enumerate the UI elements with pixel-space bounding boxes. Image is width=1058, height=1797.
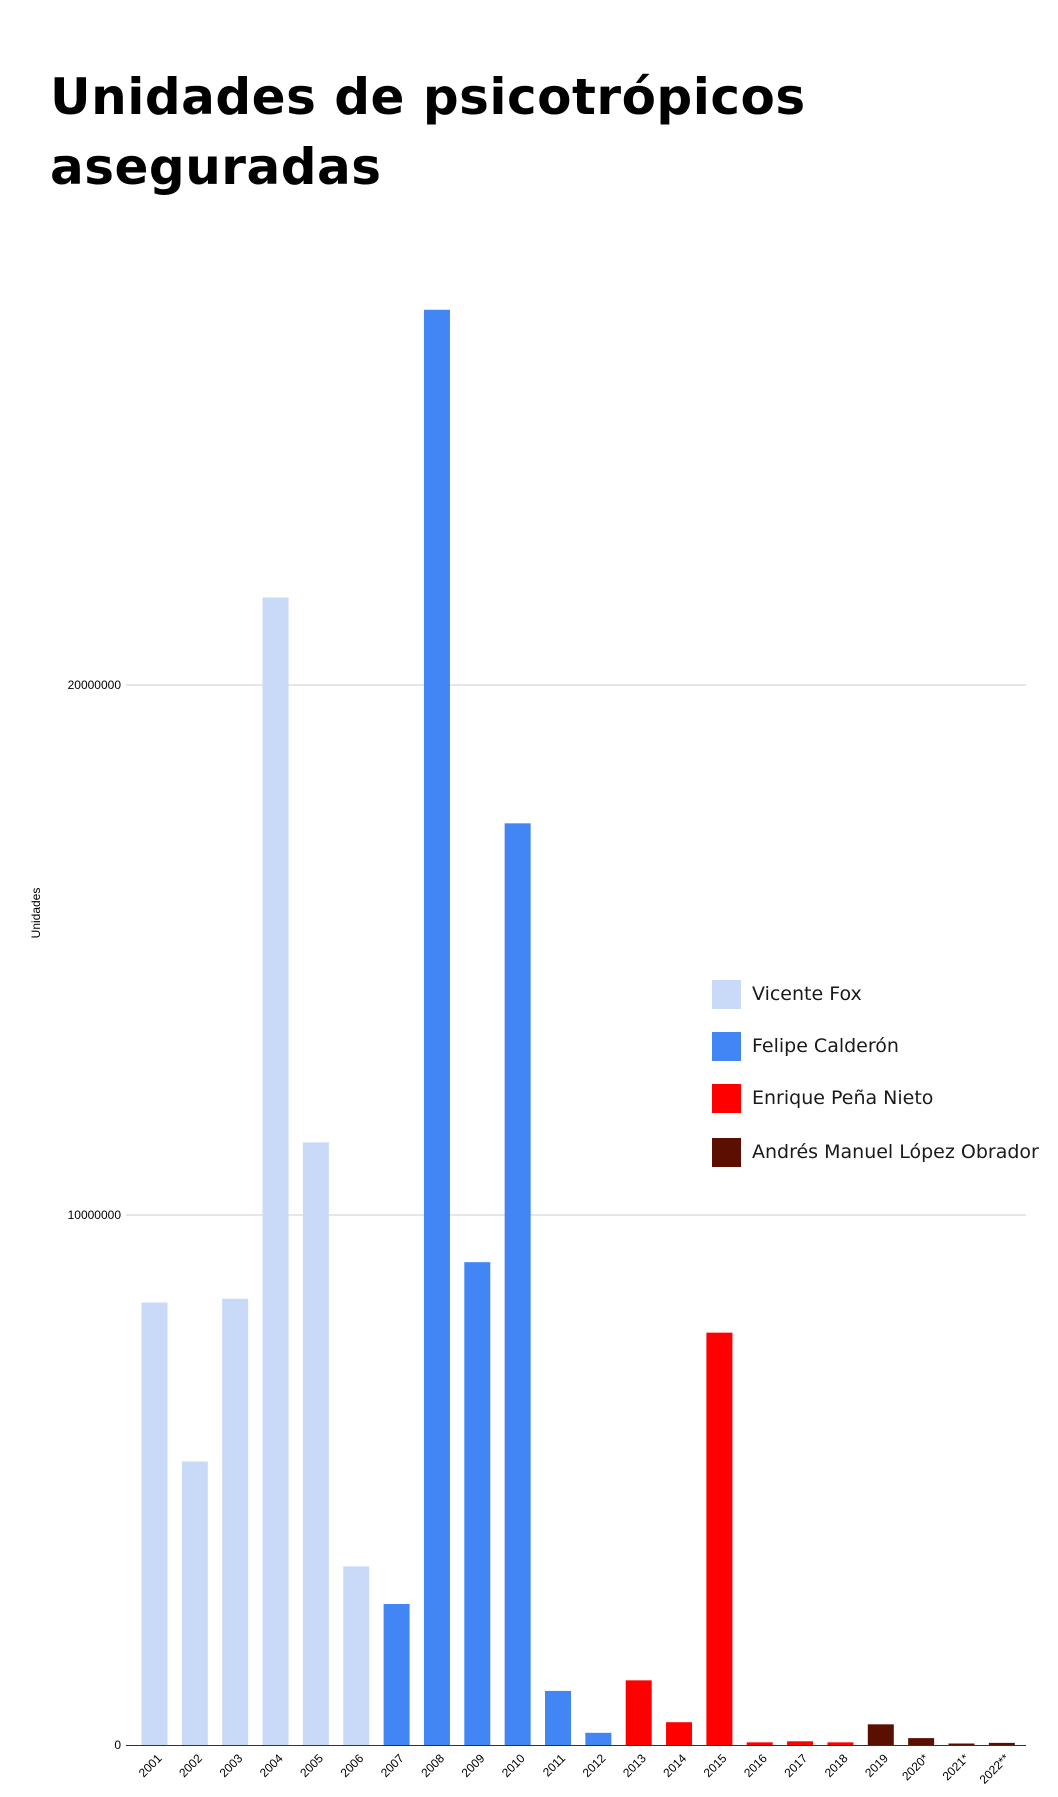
y-tick-label: 0 <box>114 1738 121 1752</box>
bar-2012 <box>585 1732 612 1745</box>
legend-swatch <box>712 979 741 1009</box>
bar-2022 <box>988 1742 1015 1745</box>
x-tick-label: 2011 <box>540 1751 568 1779</box>
legend-label: Vicente Fox <box>752 983 862 1005</box>
legend-item-enrique-pena-nieto: Enrique Peña Nieto <box>712 1071 1058 1125</box>
legend-label: Enrique Peña Nieto <box>752 1087 934 1109</box>
y-axis-tick-labels: 0 10000000 20000000 <box>68 678 122 1752</box>
bar-2018 <box>827 1742 854 1745</box>
legend-swatch <box>712 1137 741 1167</box>
legend-label: Felipe Calderón <box>752 1035 899 1057</box>
bar-2011 <box>545 1690 571 1745</box>
bar-2009 <box>464 1262 491 1745</box>
legend-swatch <box>712 1031 741 1061</box>
bar-2006 <box>343 1566 370 1745</box>
bar-2016 <box>746 1742 773 1745</box>
legend-item-felipe-calderon: Felipe Calderón <box>712 1021 1058 1071</box>
x-tick-label: 2016 <box>741 1751 770 1780</box>
legend: Vicente Fox Felipe Calderón Enrique Peña… <box>712 967 1058 1179</box>
x-tick-label: 2010 <box>499 1751 528 1780</box>
bar-2013 <box>625 1680 652 1745</box>
x-tick-label: 2001 <box>136 1751 165 1780</box>
bar-2015 <box>706 1332 733 1745</box>
x-tick-label: 2006 <box>338 1751 367 1780</box>
legend-label: Andrés Manuel López Obrador <box>752 1141 1039 1163</box>
bar-2004 <box>262 597 289 1745</box>
bar-2020 <box>908 1738 935 1745</box>
bar-2003 <box>222 1298 249 1745</box>
x-tick-label: 2014 <box>660 1751 689 1780</box>
x-tick-label: 2018 <box>822 1751 851 1780</box>
x-axis-tick-labels: 2001 2002 2003 2004 2005 2006 2007 2008 2009 2010… <box>136 1751 1012 1787</box>
x-tick-label: 2022** <box>977 1751 1013 1787</box>
y-axis-title: Unidades <box>29 888 43 939</box>
bar-2017 <box>787 1741 814 1745</box>
bar-2002 <box>181 1461 208 1745</box>
x-tick-label: 2012 <box>580 1751 609 1780</box>
x-tick-label: 2009 <box>459 1751 488 1780</box>
x-tick-label: 2003 <box>217 1751 246 1780</box>
bar-2008 <box>423 309 450 1745</box>
x-tick-label: 2017 <box>781 1751 810 1780</box>
x-tick-label: 2020* <box>899 1751 931 1783</box>
chart-title: Unidades de psicotrópicos aseguradas <box>50 68 806 196</box>
x-tick-label: 2015 <box>701 1751 730 1780</box>
bar-2021 <box>948 1743 975 1745</box>
bar-2001 <box>141 1302 168 1745</box>
x-tick-label: 2007 <box>378 1751 407 1780</box>
x-tick-label: 2019 <box>862 1751 891 1780</box>
x-tick-label: 2008 <box>418 1751 447 1780</box>
x-tick-label: 2004 <box>257 1751 286 1780</box>
bar-2005 <box>302 1142 329 1745</box>
x-tick-label: 2005 <box>297 1751 326 1780</box>
legend-item-andres-manuel-lopez-obrador: Andrés Manuel López Obrador <box>712 1125 1058 1179</box>
x-tick-label: 2021* <box>940 1751 972 1783</box>
legend-swatch <box>712 1083 741 1113</box>
x-tick-label: 2002 <box>176 1751 205 1780</box>
x-tick-label: 2013 <box>620 1751 649 1780</box>
bar-2007 <box>383 1604 410 1745</box>
bar-2010 <box>504 823 531 1745</box>
bars <box>141 309 1015 1745</box>
legend-item-vicente-fox: Vicente Fox <box>712 967 1058 1021</box>
y-tick-label: 10000000 <box>68 1208 122 1222</box>
bar-2019 <box>867 1724 894 1745</box>
y-tick-label: 20000000 <box>68 678 122 692</box>
bar-2014 <box>666 1722 693 1745</box>
